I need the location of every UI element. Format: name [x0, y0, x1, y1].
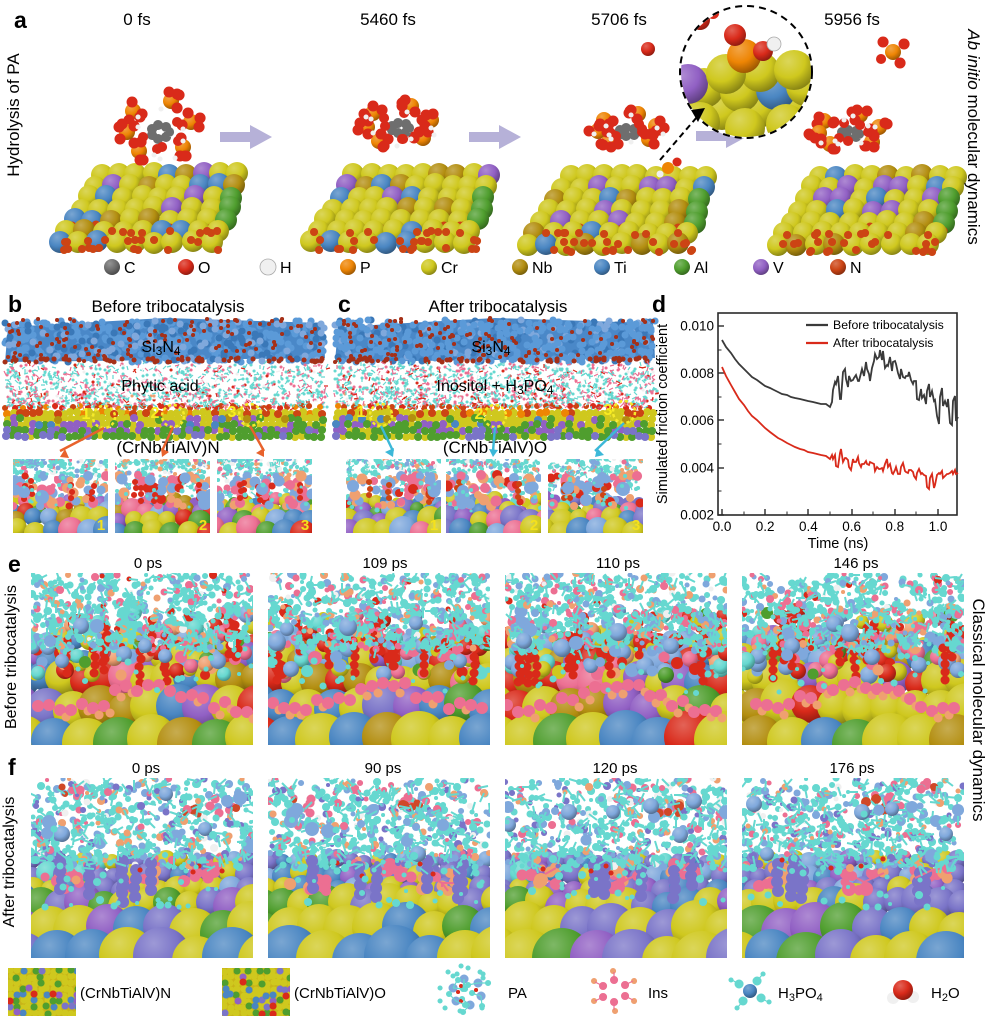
- svg-text:0.010: 0.010: [680, 319, 714, 334]
- svg-text:f: f: [8, 754, 16, 780]
- svg-text:1: 1: [82, 406, 91, 423]
- svg-text:0 ps: 0 ps: [134, 555, 162, 572]
- svg-text:110 ps: 110 ps: [596, 555, 640, 572]
- svg-text:176 ps: 176 ps: [829, 760, 874, 777]
- svg-text:H2O: H2O: [931, 985, 960, 1004]
- svg-text:Si3N4: Si3N4: [141, 339, 180, 358]
- svg-text:2: 2: [151, 405, 160, 422]
- svg-text:2: 2: [475, 406, 484, 423]
- svg-text:After tribocatalysis: After tribocatalysis: [1, 797, 18, 928]
- svg-text:H: H: [280, 260, 292, 277]
- svg-text:3: 3: [604, 402, 613, 419]
- svg-text:3: 3: [228, 404, 237, 421]
- svg-text:5460 fs: 5460 fs: [360, 10, 416, 29]
- svg-text:5706 fs: 5706 fs: [591, 10, 647, 29]
- svg-text:P: P: [360, 260, 371, 277]
- svg-text:Cr: Cr: [441, 260, 459, 277]
- svg-text:0.2: 0.2: [756, 519, 775, 534]
- svg-text:C: C: [124, 260, 136, 277]
- svg-text:0.008: 0.008: [680, 366, 714, 381]
- svg-text:Before tribocatalysis: Before tribocatalysis: [91, 297, 244, 316]
- svg-text:0.004: 0.004: [680, 460, 714, 475]
- svg-text:0.006: 0.006: [680, 413, 714, 428]
- svg-text:2: 2: [199, 517, 207, 534]
- svg-text:0.4: 0.4: [799, 519, 818, 534]
- svg-text:1.0: 1.0: [929, 519, 948, 534]
- svg-text:0 fs: 0 fs: [123, 10, 150, 29]
- svg-text:After tribocatalysis: After tribocatalysis: [429, 297, 568, 316]
- svg-text:V: V: [773, 260, 784, 277]
- svg-text:1: 1: [430, 517, 438, 534]
- svg-text:e: e: [8, 551, 21, 577]
- svg-text:Si3N4: Si3N4: [471, 339, 510, 358]
- svg-text:a: a: [14, 7, 27, 33]
- svg-text:Phytic acid: Phytic acid: [121, 378, 198, 395]
- svg-text:120 ps: 120 ps: [592, 760, 637, 777]
- svg-text:Before tribocatalysis: Before tribocatalysis: [833, 318, 944, 332]
- svg-text:Nb: Nb: [532, 260, 553, 277]
- svg-text:0.002: 0.002: [680, 508, 714, 523]
- svg-text:0.0: 0.0: [713, 519, 732, 534]
- svg-text:Time (ns): Time (ns): [808, 536, 869, 552]
- svg-text:Before tribocatalysis: Before tribocatalysis: [3, 585, 20, 729]
- svg-text:90 ps: 90 ps: [365, 760, 402, 777]
- svg-text:5956 fs: 5956 fs: [824, 10, 880, 29]
- svg-text:After tribocatalysis: After tribocatalysis: [833, 336, 933, 350]
- svg-text:Ab initio molecular dynamics: Ab initio molecular dynamics: [964, 28, 983, 244]
- svg-text:PA: PA: [508, 985, 527, 1002]
- svg-text:Al: Al: [694, 260, 708, 277]
- svg-text:Simulated friction coefficient: Simulated friction coefficient: [655, 324, 671, 504]
- svg-text:Hydrolysis of PA: Hydrolysis of PA: [4, 53, 23, 177]
- svg-text:1: 1: [357, 404, 366, 421]
- svg-text:H3PO4: H3PO4: [778, 985, 823, 1004]
- svg-text:109 ps: 109 ps: [362, 555, 407, 572]
- svg-text:Classical molecular dynamics: Classical molecular dynamics: [969, 599, 987, 822]
- svg-text:1: 1: [97, 517, 105, 534]
- svg-text:3: 3: [301, 517, 309, 534]
- svg-text:Inositol + H3PO4: Inositol + H3PO4: [437, 378, 554, 397]
- svg-text:b: b: [8, 291, 22, 317]
- svg-text:(CrNbTiAlV)O: (CrNbTiAlV)O: [294, 985, 386, 1002]
- svg-text:d: d: [652, 291, 666, 317]
- svg-text:c: c: [338, 291, 351, 317]
- svg-text:0.6: 0.6: [842, 519, 861, 534]
- svg-text:2: 2: [530, 517, 538, 534]
- svg-text:(CrNbTiAlV)N: (CrNbTiAlV)N: [80, 985, 171, 1002]
- svg-text:0 ps: 0 ps: [132, 760, 160, 777]
- svg-text:0.8: 0.8: [885, 519, 904, 534]
- svg-text:3: 3: [632, 517, 640, 534]
- svg-text:N: N: [850, 260, 862, 277]
- svg-text:(CrNbTiAlV)O: (CrNbTiAlV)O: [443, 438, 547, 457]
- svg-text:(CrNbTiAlV)N: (CrNbTiAlV)N: [116, 438, 219, 457]
- svg-text:146 ps: 146 ps: [833, 555, 878, 572]
- svg-text:Ti: Ti: [614, 260, 627, 277]
- svg-text:Ins: Ins: [648, 985, 668, 1002]
- svg-text:O: O: [198, 260, 210, 277]
